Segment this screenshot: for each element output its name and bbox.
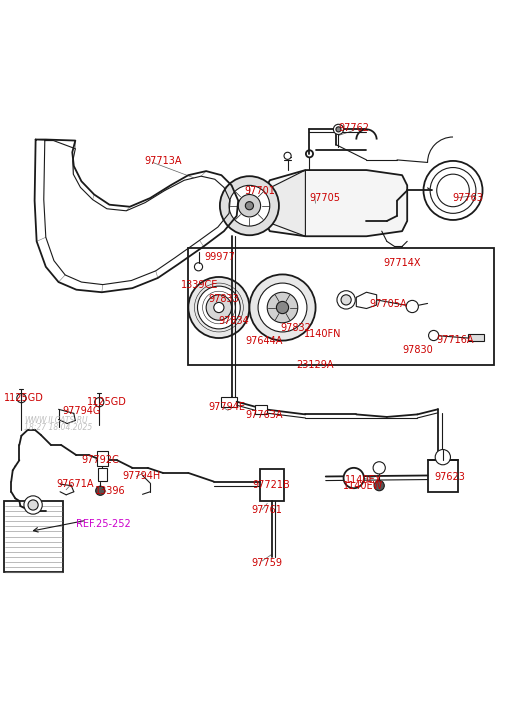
Circle shape (267, 292, 298, 323)
Text: 97671A: 97671A (56, 479, 94, 489)
Circle shape (206, 294, 232, 320)
Text: 97716A: 97716A (437, 334, 474, 345)
Bar (98, 468, 107, 481)
Text: REF.25-252: REF.25-252 (76, 519, 131, 529)
Circle shape (341, 294, 351, 305)
Circle shape (336, 126, 341, 132)
Bar (188, 248, 494, 365)
Circle shape (24, 496, 42, 514)
Text: 1140EW: 1140EW (343, 481, 384, 491)
Circle shape (249, 274, 316, 340)
Text: 13396: 13396 (95, 486, 125, 497)
Text: 97644A: 97644A (245, 336, 283, 345)
Text: 1140FN: 1140FN (304, 329, 342, 339)
Text: 97794G: 97794G (62, 406, 101, 417)
Circle shape (17, 393, 26, 403)
Circle shape (337, 291, 355, 309)
Text: 97763A: 97763A (245, 411, 282, 420)
Text: 18:27 18.04.2025: 18:27 18.04.2025 (24, 422, 93, 432)
Polygon shape (265, 170, 407, 236)
Polygon shape (265, 170, 305, 236)
Bar (260, 470, 284, 501)
Circle shape (95, 398, 104, 407)
Text: 97759: 97759 (251, 558, 282, 568)
Circle shape (229, 185, 270, 226)
Bar (428, 460, 458, 491)
Text: 97713A: 97713A (144, 156, 182, 166)
Circle shape (435, 449, 450, 465)
Polygon shape (356, 292, 377, 308)
Text: WWW.ILCATS.RU: WWW.ILCATS.RU (24, 416, 88, 425)
Circle shape (276, 302, 289, 313)
Circle shape (197, 286, 240, 329)
Circle shape (306, 150, 313, 157)
Bar (468, 334, 484, 340)
Circle shape (194, 262, 203, 271)
Circle shape (258, 283, 307, 332)
Circle shape (333, 124, 344, 134)
Circle shape (284, 152, 291, 159)
Text: 97701: 97701 (244, 186, 275, 196)
Bar (254, 405, 267, 414)
Bar (4, 501, 63, 572)
Text: 99977: 99977 (205, 252, 235, 262)
Circle shape (406, 300, 418, 313)
Circle shape (214, 302, 224, 313)
Text: 97721B: 97721B (252, 480, 290, 490)
Circle shape (238, 195, 261, 217)
Text: 1125GD: 1125GD (87, 397, 127, 407)
Circle shape (344, 468, 364, 489)
Circle shape (374, 481, 384, 491)
Circle shape (188, 277, 249, 338)
Text: 1125GD: 1125GD (4, 393, 43, 403)
Text: 97830: 97830 (402, 345, 433, 355)
Circle shape (245, 201, 253, 210)
Circle shape (429, 330, 439, 340)
Text: 97763: 97763 (453, 193, 484, 203)
Text: 97705A: 97705A (369, 300, 407, 310)
Text: 97832: 97832 (281, 323, 312, 333)
Text: 97623: 97623 (435, 472, 465, 482)
Circle shape (220, 176, 279, 236)
Bar (97, 451, 108, 466)
Bar (221, 397, 237, 407)
Text: 1339CE: 1339CE (181, 280, 219, 289)
Text: 97714X: 97714X (383, 257, 421, 268)
Circle shape (28, 500, 38, 510)
Circle shape (96, 486, 105, 495)
Text: 97833: 97833 (209, 294, 239, 305)
Text: 97794H: 97794H (122, 472, 161, 481)
Text: 97792C: 97792C (81, 454, 119, 465)
Text: 97794E: 97794E (208, 402, 245, 411)
Text: 1140EX: 1140EX (345, 475, 382, 485)
Text: 97705: 97705 (309, 193, 340, 203)
Text: 97762: 97762 (338, 124, 369, 133)
Text: 97761: 97761 (251, 505, 282, 515)
Circle shape (373, 462, 385, 474)
Text: 23129A: 23129A (296, 360, 333, 370)
Text: 97834: 97834 (218, 316, 249, 326)
